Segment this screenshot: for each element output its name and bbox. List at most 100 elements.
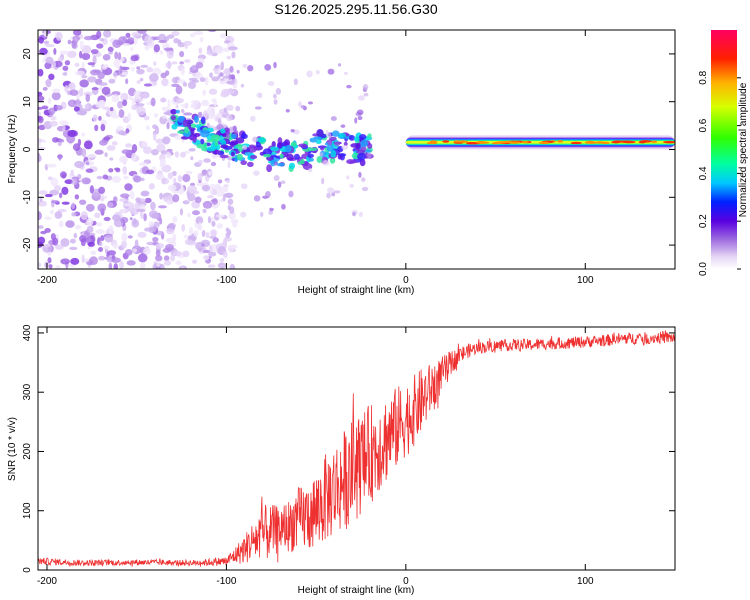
- noise-blob: [202, 208, 207, 214]
- signal-blob: [210, 134, 221, 142]
- noise-blob: [48, 107, 56, 115]
- signal-blob: [331, 130, 340, 137]
- signal-blob: [219, 154, 229, 159]
- noise-blob: [358, 171, 362, 178]
- noise-blob: [76, 110, 87, 116]
- stable-peak: [497, 141, 508, 144]
- noise-blob: [38, 95, 45, 102]
- noise-blob: [361, 186, 369, 192]
- signal-blob: [193, 132, 201, 137]
- noise-blob: [138, 162, 148, 167]
- noise-blob: [38, 36, 44, 44]
- noise-blob: [122, 43, 131, 47]
- noise-blob: [361, 177, 366, 182]
- noise-blob: [240, 84, 245, 88]
- noise-blob: [109, 157, 114, 161]
- noise-blob: [152, 213, 159, 219]
- spectrogram-marks: [38, 30, 675, 269]
- noise-blob: [227, 156, 233, 161]
- noise-blob: [61, 201, 70, 205]
- noise-blob: [89, 185, 95, 194]
- noise-blob: [209, 187, 213, 196]
- noise-blob: [55, 264, 61, 269]
- noise-blob: [354, 117, 358, 124]
- noise-blob: [346, 175, 350, 180]
- signal-blob: [171, 123, 178, 130]
- noise-blob: [139, 77, 144, 82]
- noise-blob: [99, 197, 105, 202]
- noise-blob: [126, 260, 136, 266]
- noise-blob: [95, 229, 106, 235]
- noise-blob: [164, 243, 174, 251]
- signal-blob: [199, 129, 210, 138]
- noise-blob: [210, 161, 217, 167]
- signal-blob: [240, 133, 248, 139]
- noise-blob: [102, 53, 111, 61]
- signal-blob: [293, 153, 300, 160]
- noise-blob: [188, 147, 196, 152]
- noise-blob: [111, 94, 120, 103]
- noise-blob: [59, 50, 69, 55]
- noise-blob: [357, 116, 363, 121]
- noise-blob: [205, 232, 210, 238]
- noise-blob: [217, 118, 222, 125]
- noise-blob: [42, 139, 46, 144]
- noise-blob: [327, 139, 333, 146]
- noise-blob: [86, 218, 94, 226]
- noise-blob: [175, 104, 179, 109]
- noise-blob: [277, 181, 282, 188]
- noise-blob: [58, 154, 62, 161]
- noise-blob: [136, 80, 141, 84]
- noise-blob: [264, 64, 272, 71]
- colorbar: 0.0 0.2 0.4 0.6 0.8 Normalized spectral ampl…: [698, 30, 749, 276]
- noise-blob: [87, 62, 95, 66]
- signal-blob: [170, 115, 176, 121]
- noise-blob: [187, 81, 197, 90]
- noise-blob: [334, 141, 340, 147]
- noise-blob: [112, 242, 119, 249]
- noise-blob: [343, 71, 348, 76]
- noise-blob: [198, 247, 203, 252]
- noise-blob: [152, 67, 162, 75]
- noise-blob: [171, 31, 180, 37]
- noise-blob: [92, 55, 97, 65]
- noise-blob: [222, 251, 228, 258]
- noise-blob: [148, 183, 155, 190]
- noise-blob: [190, 100, 201, 104]
- noise-blob: [160, 263, 165, 269]
- noise-blob: [113, 263, 118, 269]
- noise-blob: [319, 152, 324, 157]
- noise-blob: [40, 230, 47, 235]
- noise-blob: [155, 266, 161, 269]
- noise-blob: [90, 49, 99, 55]
- noise-blob: [293, 78, 298, 86]
- noise-blob: [227, 46, 238, 51]
- noise-blob: [187, 212, 191, 218]
- stable-peak: [651, 140, 658, 143]
- noise-blob: [212, 237, 220, 243]
- noise-blob: [80, 211, 88, 220]
- noise-blob: [81, 75, 88, 79]
- noise-blob: [183, 112, 193, 116]
- noise-blob: [115, 168, 121, 173]
- noise-blob: [340, 124, 346, 128]
- noise-blob: [361, 146, 367, 151]
- noise-blob: [155, 242, 165, 249]
- noise-blob: [99, 85, 103, 91]
- noise-blob: [177, 175, 183, 183]
- noise-blob: [168, 222, 176, 229]
- noise-blob: [54, 244, 64, 250]
- noise-blob: [195, 61, 204, 69]
- noise-blob: [121, 232, 128, 242]
- noise-blob: [134, 239, 139, 249]
- noise-blob: [321, 177, 325, 185]
- noise-blob: [219, 72, 224, 77]
- noise-blob: [137, 231, 147, 238]
- stable-peak: [557, 140, 564, 143]
- noise-blob: [281, 203, 286, 210]
- signal-blob: [298, 143, 308, 148]
- noise-blob: [192, 210, 200, 216]
- noise-blob: [250, 115, 256, 122]
- noise-blob: [129, 190, 135, 200]
